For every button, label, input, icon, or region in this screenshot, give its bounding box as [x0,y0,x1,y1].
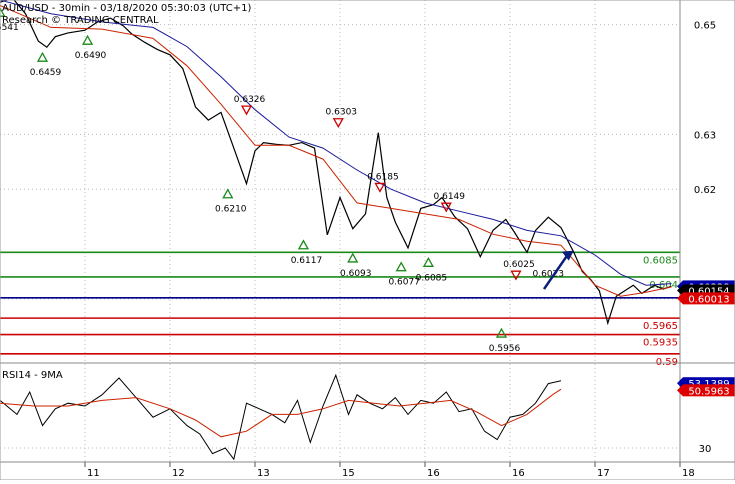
marker-down-icon [240,105,253,116]
series-price [0,0,672,326]
marker-down-icon [374,182,386,193]
annotation-label: 0.6541 [0,23,19,33]
level-label: 0.5965 [643,321,678,332]
annotation-label: 0.6023 [533,269,565,279]
x-tick-label: 13 [257,468,270,479]
annotation-label: 0.6117 [291,256,323,266]
price-value-tag-bg [683,292,735,305]
rsi-value-tag: 50.5963 [688,386,729,397]
marker-up-icon [81,34,94,45]
rsi-label: RSI14 - 9MA [2,370,63,381]
rsi-value-tag-bg [683,384,735,397]
x-tick-label: 18 [682,468,695,479]
annotation-label: 0.6210 [215,205,247,215]
level-label: 0.6085 [643,255,678,266]
annotation-label: 0.6185 [367,172,399,182]
price-value-tag: 0.60013 [688,294,729,305]
annotation-label: 0.6077 [388,278,420,288]
chart-title: AUD/USD - 30min - 03/18/2020 05:30:03 (U… [2,3,251,14]
x-tick-label: 15 [342,468,355,479]
series-rsi_ma [0,388,562,438]
marker-up-icon [297,239,310,250]
level-label: 0.59 [656,357,678,368]
series-ma_slow [0,0,672,286]
annotation-label: 0.6149 [434,192,466,202]
annotation-label: 0.6459 [30,68,62,78]
rsi-y-tick-label: 30 [699,444,712,455]
annotation-label: 0.6025 [503,260,535,270]
marker-down-icon [332,118,344,129]
y-tick-label: 0.63 [694,130,716,141]
y-tick-label: 0.65 [694,21,716,32]
y-tick-label: 0.62 [694,185,716,196]
projection-arrowhead-icon [561,250,574,261]
marker-down-icon [510,270,522,281]
x-tick-label: 11 [87,468,100,479]
x-tick-label: 16 [512,468,525,479]
level-label: 0.604 [649,280,678,291]
projection-arrow [542,253,569,290]
marker-up-icon [36,51,49,62]
x-tick-label: 12 [172,468,185,479]
marker-up-icon [395,261,407,272]
annotation-label: 0.6326 [234,95,266,105]
marker-up-icon [495,327,508,338]
annotation-label: 0.6490 [75,51,107,61]
annotation-label: 0.6093 [340,269,372,279]
chart-subtitle: Research © TRADING CENTRAL [2,15,159,26]
price-value-tag-pointer [677,292,683,305]
rsi-value-tag-pointer [677,384,683,397]
marker-up-icon [347,252,359,263]
level-label: 0.5935 [643,338,678,349]
x-tick-label: 16 [427,468,440,479]
price-value-tag-pointer [677,284,683,297]
series-ma_fast [0,5,672,297]
marker-up-icon [0,6,6,17]
annotation-label: 0.6303 [326,108,358,118]
series-rsi [0,373,562,461]
annotation-label: 0.5956 [489,344,521,354]
annotation-label: 0.6085 [416,273,448,283]
x-tick-label: 17 [597,468,610,479]
marker-down-icon [440,202,452,213]
marker-up-icon [422,256,435,267]
marker-up-icon [222,188,234,199]
price-value-tag: 0.60154 [688,286,729,297]
